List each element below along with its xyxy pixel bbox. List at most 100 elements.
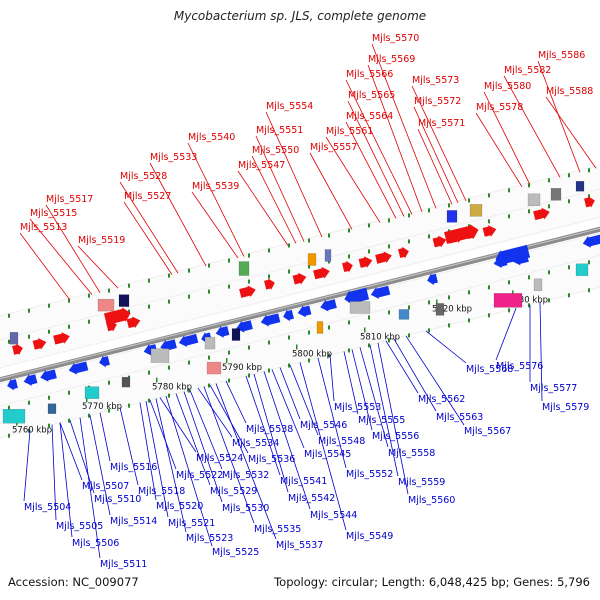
gene-label-Mjls_5563: Mjls_5563 <box>436 412 483 423</box>
feature-box-shape <box>349 301 371 314</box>
label-leader-lines <box>19 43 597 559</box>
tick-mark <box>408 305 410 310</box>
tick-mark <box>468 290 470 295</box>
gene-label-Mjls_5564: Mjls_5564 <box>346 111 393 122</box>
feature-box <box>47 403 57 414</box>
tick-mark <box>508 188 510 193</box>
tick-mark <box>568 173 570 178</box>
feature-box <box>398 309 410 320</box>
feature-box-shape <box>97 298 115 312</box>
tick-mark <box>88 319 90 324</box>
gene-label-Mjls_5555: Mjls_5555 <box>358 415 405 426</box>
gene-label-Mjls_5524: Mjls_5524 <box>196 453 243 464</box>
leader-Mjls_5542 <box>253 373 289 493</box>
tick-mark <box>588 168 590 173</box>
gene-label-Mjls_5579: Mjls_5579 <box>542 402 589 413</box>
gene-label-Mjls_5560: Mjls_5560 <box>408 495 455 506</box>
gene-label-Mjls_5527: Mjls_5527 <box>124 191 171 202</box>
tick-mark <box>568 293 570 298</box>
feature-box <box>469 204 483 217</box>
tick-mark <box>28 428 30 433</box>
leader-Mjls_5579 <box>539 302 543 402</box>
leader-Mjls_5548 <box>289 364 319 436</box>
leader-Mjls_5554 <box>265 111 323 238</box>
feature-box-shape <box>206 361 222 375</box>
cds-forward <box>584 196 595 208</box>
scale-label: 5780 kbp <box>152 383 192 393</box>
leader-Mjls_5572 <box>413 106 459 204</box>
tick-mark <box>128 283 130 288</box>
leader-Mjls_5544 <box>263 371 311 510</box>
leader-Mjls_5516 <box>99 412 111 462</box>
gene-label-Mjls_5588: Mjls_5588 <box>546 86 593 97</box>
cds-forward-long <box>444 224 479 244</box>
feature-box <box>231 328 241 341</box>
gene-label-Mjls_5554: Mjls_5554 <box>266 101 313 112</box>
gene-label-Mjls_5536: Mjls_5536 <box>248 454 295 465</box>
tick-mark <box>8 313 10 318</box>
cds-forward-shape <box>342 260 353 273</box>
cds-reverse-shape <box>68 361 89 375</box>
gene-label-Mjls_5562: Mjls_5562 <box>418 394 465 405</box>
feature-box-shape <box>307 253 317 266</box>
tick-mark <box>68 418 70 423</box>
leader-Mjls_5524 <box>159 397 197 453</box>
feature-box-shape <box>84 386 100 399</box>
tick-mark <box>188 294 190 299</box>
tick-mark <box>428 208 430 213</box>
tick-mark <box>508 280 510 285</box>
gene-label-Mjls_5520: Mjls_5520 <box>156 501 203 512</box>
tick-mark <box>108 408 110 413</box>
leader-Mjls_5523 <box>155 398 187 533</box>
gene-label-Mjls_5552: Mjls_5552 <box>346 469 393 480</box>
cds-forward <box>264 278 275 290</box>
cds-reverse <box>283 309 294 322</box>
leader-Mjls_5568 <box>425 330 467 364</box>
feature-box-shape <box>121 376 131 388</box>
leader-Mjls_5560 <box>377 342 409 495</box>
band-reverse-inner <box>0 232 600 413</box>
gene-label-Mjls_5571: Mjls_5571 <box>418 118 465 129</box>
gene-label-Mjls_5545: Mjls_5545 <box>304 449 351 460</box>
gene-label-Mjls_5507: Mjls_5507 <box>82 481 129 492</box>
feature-box <box>435 303 445 316</box>
tick-mark <box>528 209 530 214</box>
gene-label-Mjls_5577: Mjls_5577 <box>530 383 577 394</box>
tick-mark <box>328 353 330 358</box>
cds-reverse <box>160 339 177 352</box>
tick-mark <box>468 318 470 323</box>
scale-tick <box>86 397 88 403</box>
tick-mark <box>248 373 250 378</box>
leader-Mjls_5565 <box>347 100 405 217</box>
tick-mark <box>88 413 90 418</box>
tick-mark <box>548 298 550 303</box>
gene-label-Mjls_5548: Mjls_5548 <box>318 436 365 447</box>
leader-Mjls_5576 <box>495 308 517 361</box>
feature-box-shape <box>435 303 445 316</box>
tick-mark <box>548 270 550 275</box>
leader-Mjls_5533 <box>149 162 207 267</box>
cds-forward-long-shape <box>103 307 131 326</box>
leader-Mjls_5538 <box>225 380 247 424</box>
tick-mark <box>188 360 190 365</box>
feature-box-shape <box>47 403 57 414</box>
cds-reverse-shape <box>582 234 600 248</box>
leader-Mjls_5558 <box>359 347 389 448</box>
tick-mark <box>568 265 570 270</box>
feature-box <box>204 336 216 350</box>
feature-box <box>349 301 371 314</box>
tick-mark <box>448 203 450 208</box>
feature-box-shape <box>575 263 589 277</box>
cds-reverse-shape <box>260 313 281 327</box>
tick-mark <box>108 380 110 385</box>
feature-box <box>316 321 324 334</box>
cds-reverse-shape <box>370 285 391 299</box>
leader-Mjls_5541 <box>245 375 281 476</box>
leader-Mjls_5578 <box>475 112 523 188</box>
tick-mark <box>368 343 370 348</box>
cds-reverse-shape <box>427 273 438 286</box>
tick-mark <box>208 355 210 360</box>
gene-label-Mjls_5557: Mjls_5557 <box>310 142 357 153</box>
tick-mark <box>168 273 170 278</box>
tick-mark <box>388 310 390 315</box>
